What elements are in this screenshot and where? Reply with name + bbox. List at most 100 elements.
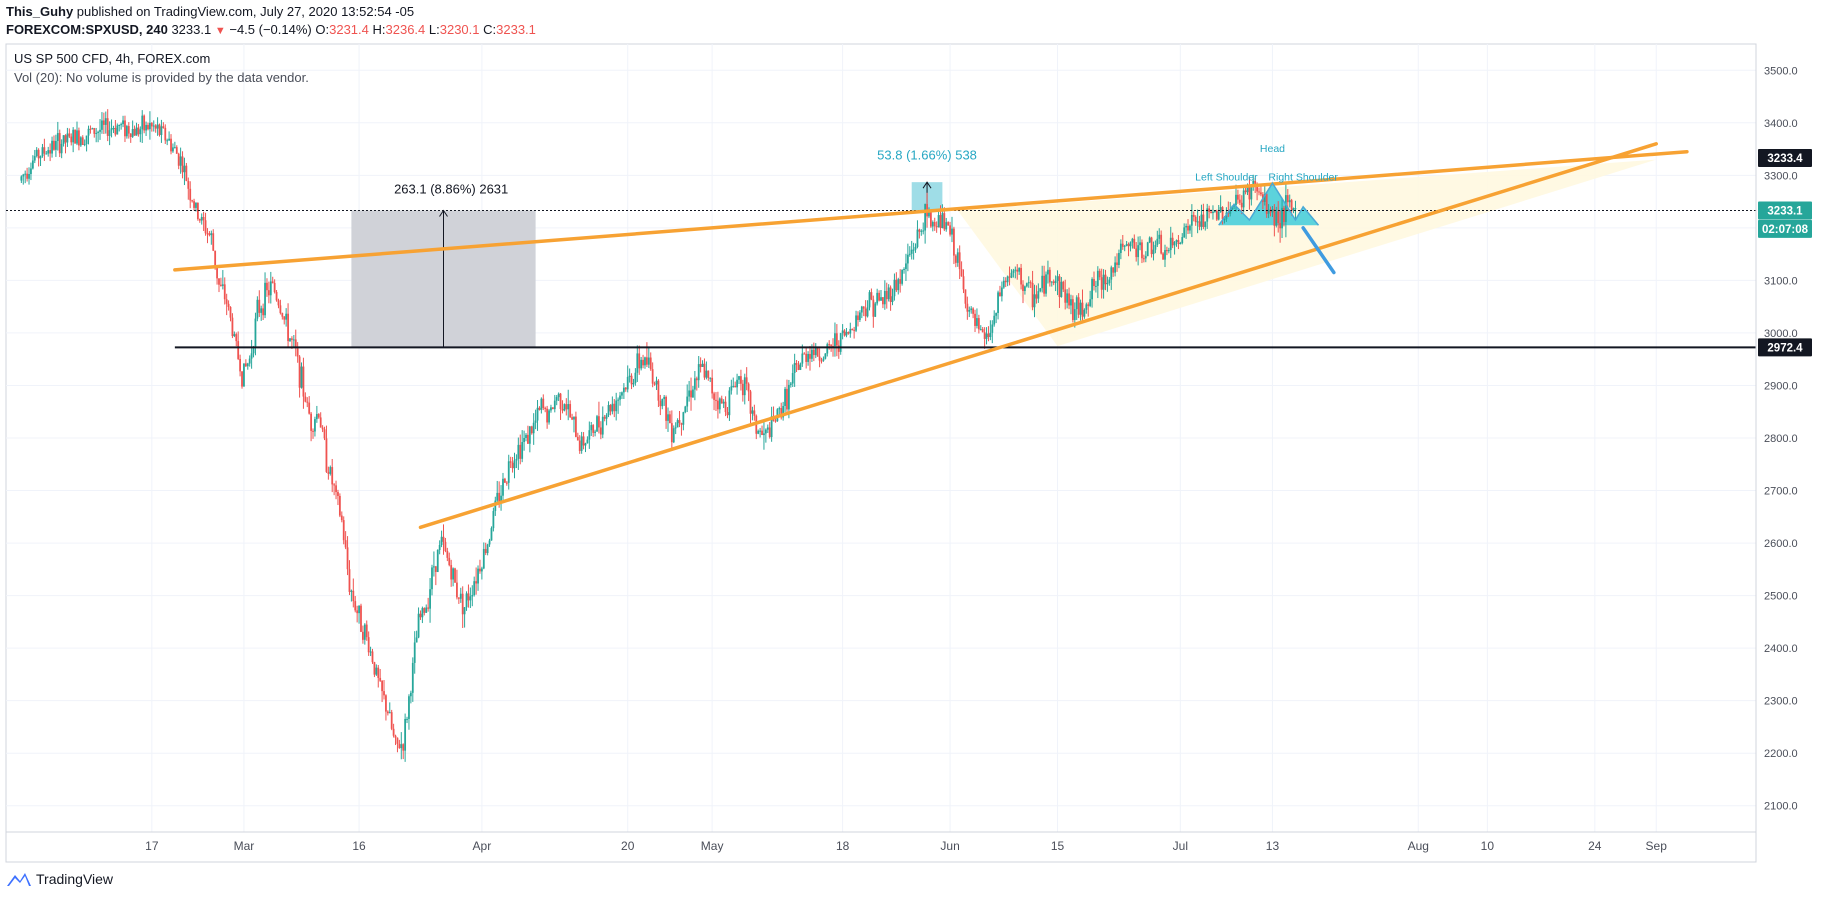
candle-body bbox=[273, 282, 276, 293]
volume-legend[interactable]: Vol (20): No volume is provided by the d… bbox=[14, 70, 309, 85]
candle-body bbox=[388, 712, 391, 714]
candle-body bbox=[1096, 270, 1099, 286]
candle-body bbox=[943, 213, 946, 230]
candle-body bbox=[953, 228, 955, 256]
candle-body bbox=[93, 128, 96, 134]
candle-body bbox=[726, 412, 729, 416]
x-tick-label: Apr bbox=[473, 839, 492, 853]
candle-body bbox=[39, 156, 42, 159]
candle-body bbox=[116, 125, 119, 135]
candle-body bbox=[1208, 208, 1211, 212]
candle-body bbox=[908, 253, 911, 255]
x-tick-label: 18 bbox=[836, 839, 850, 853]
candle-body bbox=[1004, 280, 1007, 283]
candle-body bbox=[1052, 281, 1055, 284]
candle-body bbox=[753, 410, 756, 416]
candle-body bbox=[312, 430, 314, 432]
candle-body bbox=[423, 608, 426, 613]
candle-body bbox=[818, 356, 821, 361]
candle-body bbox=[895, 279, 898, 291]
candle-body bbox=[300, 366, 303, 388]
candles bbox=[20, 109, 1297, 762]
candle-body bbox=[830, 345, 833, 347]
candle-body bbox=[185, 165, 188, 181]
candle-body bbox=[1118, 253, 1120, 265]
candle-body bbox=[129, 133, 132, 137]
candle-body bbox=[736, 379, 738, 388]
candle-body bbox=[1281, 207, 1283, 229]
candle-body bbox=[433, 566, 435, 568]
candle-body bbox=[392, 728, 395, 736]
x-tick-label: Sep bbox=[1646, 839, 1668, 853]
candle-body bbox=[172, 147, 174, 152]
candle-body bbox=[342, 520, 345, 541]
candle-body bbox=[141, 115, 144, 130]
candle-body bbox=[35, 149, 38, 157]
candle-body bbox=[947, 222, 950, 226]
candle-body bbox=[966, 303, 969, 312]
candle-body bbox=[849, 328, 852, 334]
candle-body bbox=[1185, 225, 1187, 228]
candle-body bbox=[899, 279, 902, 284]
candle-body bbox=[1108, 279, 1111, 284]
candle-body bbox=[636, 353, 639, 373]
close-value: 3233.1 bbox=[496, 22, 536, 37]
candle-body bbox=[360, 605, 362, 632]
candle-body bbox=[30, 168, 32, 174]
time-scale[interactable]: 17 Mar 16 Apr 20 May 18 Jun 15 Jul 13 Aug 10 24 Sep bbox=[145, 839, 1667, 853]
candle-body bbox=[456, 582, 458, 598]
candle-body bbox=[434, 566, 437, 572]
candle-body bbox=[1073, 309, 1076, 320]
candle-body bbox=[256, 299, 259, 319]
candle-body bbox=[1171, 237, 1174, 246]
candle-body bbox=[1018, 267, 1021, 272]
y-tick-label: 2200.0 bbox=[1764, 748, 1798, 760]
candle-body bbox=[279, 305, 282, 314]
candle-body bbox=[515, 458, 518, 461]
candle-body bbox=[1054, 280, 1057, 284]
candle-body bbox=[271, 281, 274, 283]
candle-body bbox=[369, 651, 372, 653]
horizontal-levels[interactable] bbox=[6, 209, 1756, 349]
candle-body bbox=[1068, 293, 1070, 306]
candle-body bbox=[281, 313, 284, 317]
trendlines[interactable] bbox=[173, 142, 1689, 530]
candle-body bbox=[500, 495, 502, 503]
candle-body bbox=[1237, 194, 1239, 200]
series-legend-title[interactable]: US SP 500 CFD, 4h, FOREX.com bbox=[14, 51, 211, 66]
candle-body bbox=[1043, 275, 1046, 294]
candle-body bbox=[1144, 256, 1147, 259]
price-scale[interactable]: 2100.0 2200.0 2300.0 2400.0 2500.0 2600.0 2700… bbox=[1764, 65, 1798, 812]
candle-body bbox=[837, 345, 840, 352]
candle-body bbox=[1196, 221, 1199, 223]
candle-body bbox=[1189, 225, 1191, 231]
candle-body bbox=[690, 390, 692, 398]
candle-body bbox=[404, 719, 407, 751]
candle-body bbox=[289, 338, 291, 342]
candle-body bbox=[1129, 242, 1132, 247]
candle-body bbox=[569, 404, 572, 418]
candle-body bbox=[599, 427, 602, 435]
measure-boxes[interactable] bbox=[351, 181, 943, 348]
author-name[interactable]: This_Guhy bbox=[6, 4, 74, 19]
candle-body bbox=[653, 383, 656, 385]
y-tick-label: 2700.0 bbox=[1764, 486, 1798, 498]
candle-body bbox=[131, 129, 134, 137]
candle-body bbox=[530, 426, 533, 434]
candle-body bbox=[1273, 209, 1276, 226]
candle-body bbox=[252, 347, 255, 354]
candle-body bbox=[770, 416, 773, 438]
candle-body bbox=[628, 375, 631, 377]
candle-body bbox=[862, 306, 865, 309]
x-tick-label: 13 bbox=[1266, 839, 1280, 853]
candle-body bbox=[62, 135, 65, 144]
candle-body bbox=[315, 414, 318, 420]
candle-body bbox=[149, 122, 151, 130]
tradingview-brand[interactable]: TradingView bbox=[6, 870, 113, 888]
candle-body bbox=[642, 359, 644, 366]
candle-body bbox=[705, 370, 708, 378]
candle-body bbox=[337, 492, 339, 496]
candle-body bbox=[937, 215, 940, 228]
candle-body bbox=[335, 485, 337, 493]
